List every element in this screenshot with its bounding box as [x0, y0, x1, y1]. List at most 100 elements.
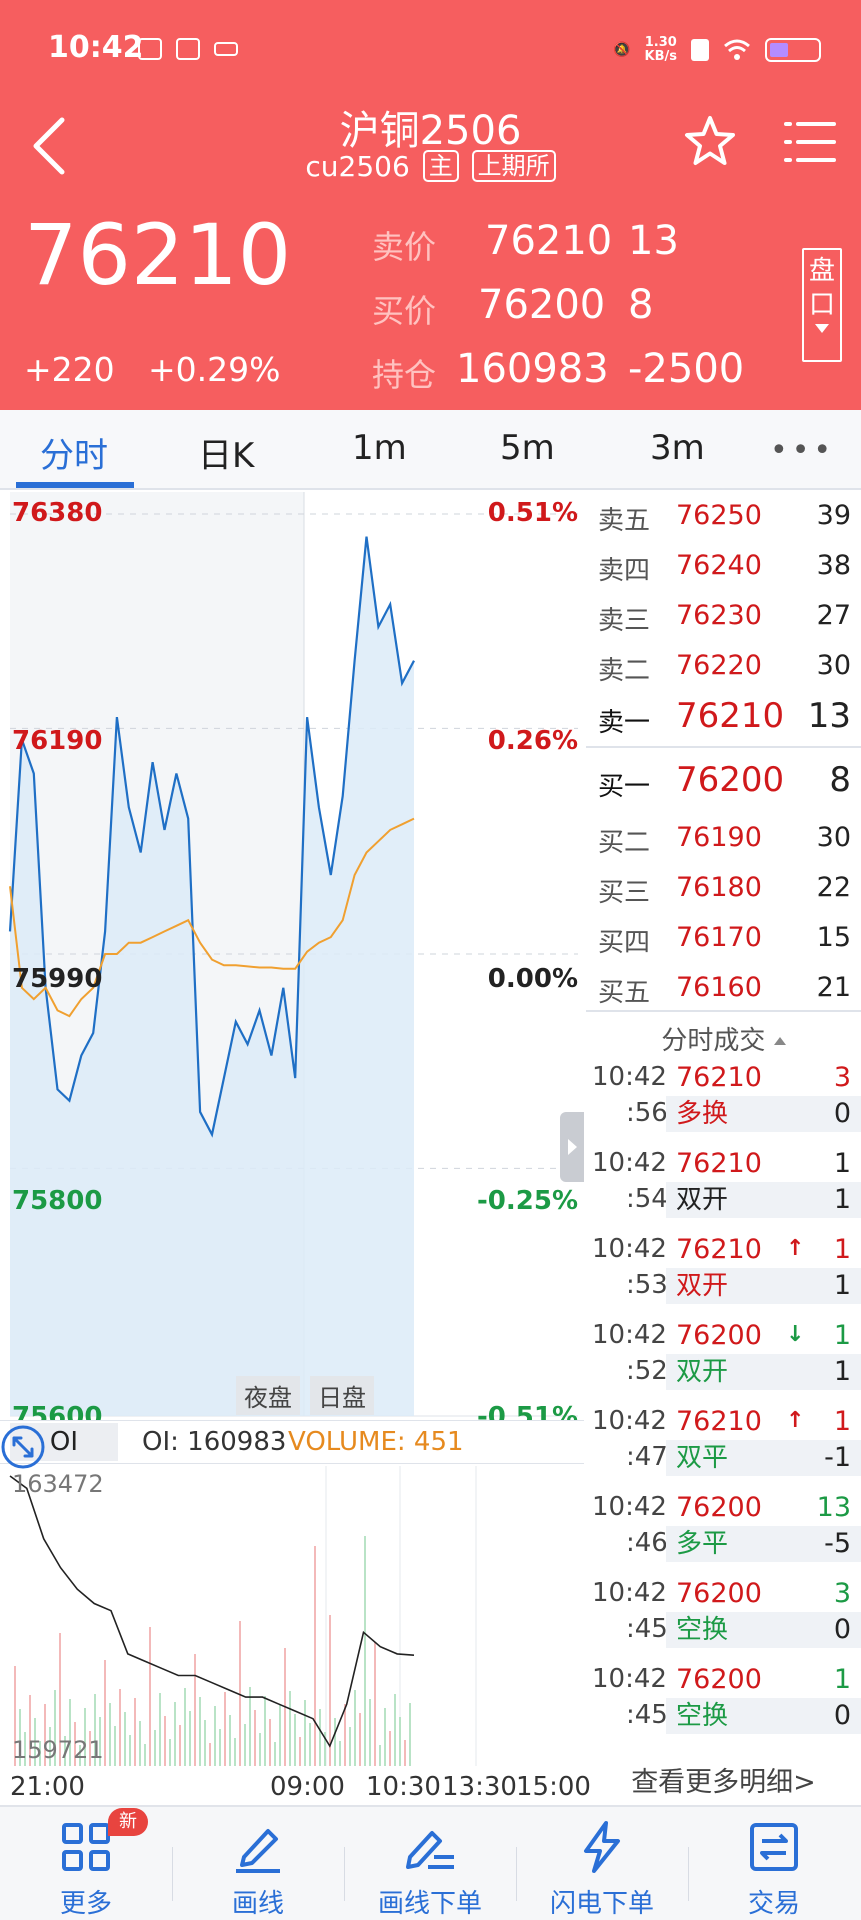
nav-draw-line[interactable]: 画线 [172, 1807, 344, 1920]
status-bar: 10:42 🔕 1.30 KB/s [0, 0, 861, 100]
favorite-star-icon[interactable] [680, 112, 740, 172]
bid-level-1[interactable]: 买一 76200 8 [598, 760, 851, 802]
tab-3m[interactable]: 3m [650, 428, 705, 468]
expand-side-panel-handle[interactable] [560, 1112, 584, 1182]
volume-bar [339, 1741, 341, 1766]
y-label-high: 76380 [12, 498, 103, 528]
x-label-close: 15:00 [516, 1772, 591, 1802]
volume-bar [259, 1733, 261, 1766]
pankou-button[interactable]: 盘口 [802, 248, 842, 362]
tab-daily-k[interactable]: 日K [198, 436, 255, 476]
more-tabs-icon[interactable]: ••• [770, 433, 836, 468]
volume-bar [24, 1732, 26, 1766]
volume-bar [39, 1741, 41, 1766]
intraday-chart[interactable]: 76380 76190 75990 75800 75600 0.51% 0.26… [0, 490, 591, 1802]
open-interest-change: -2500 [628, 346, 745, 392]
volume-bar [334, 1718, 336, 1766]
volume-bar [384, 1708, 386, 1766]
trade-row: 10:42:52 76200 ↓ 1 双开 1 [586, 1320, 861, 1404]
bid-level-2[interactable]: 买二 76190 30 [598, 822, 851, 858]
volume-bar [254, 1710, 256, 1766]
volume-bar [124, 1712, 126, 1766]
caret-up-icon [773, 1037, 786, 1045]
trade-row: 10:42:53 76210 ↑ 1 双开 1 [586, 1234, 861, 1318]
volume-bar [239, 1621, 241, 1766]
y-label-lower: 75800 [12, 1186, 103, 1216]
open-interest-value: 160983 [456, 346, 609, 392]
volume-bar [379, 1745, 381, 1766]
volume-bar [49, 1727, 51, 1766]
volume-bar [84, 1708, 86, 1766]
volume-bar [369, 1699, 371, 1766]
view-more-trades-link[interactable]: 查看更多明细> [631, 1767, 816, 1798]
caret-down-icon [815, 324, 829, 333]
volume-bar [249, 1687, 251, 1766]
volume-bar [169, 1739, 171, 1766]
x-label-1330: 13:30 [442, 1772, 517, 1802]
volume-bar [389, 1731, 391, 1766]
trades-title[interactable]: 分时成交 [586, 1020, 861, 1057]
nav-more[interactable]: 更多 [0, 1807, 172, 1920]
ask-level-1[interactable]: 卖一 76210 13 [598, 696, 851, 738]
volume-bar [179, 1725, 181, 1766]
back-arrow-icon[interactable] [22, 110, 82, 180]
price-line [8, 536, 415, 1138]
volume-bar [224, 1692, 226, 1766]
bid-level-4[interactable]: 买四 76170 15 [598, 922, 851, 958]
volume-bar [129, 1735, 131, 1766]
ask-level-3[interactable]: 卖三 76230 27 [598, 600, 851, 636]
volume-bar [199, 1697, 201, 1766]
exchange-icon [750, 1823, 798, 1871]
indicator-bar: OI OI: 160983 VOLUME: 451 [0, 1420, 584, 1464]
volume-bar [19, 1709, 21, 1766]
pct-label-high: 0.51% [487, 498, 578, 528]
ask-label: 卖价 [372, 228, 437, 266]
volume-bar [409, 1703, 411, 1766]
tab-1m[interactable]: 1m [352, 428, 407, 468]
volume-bar [299, 1737, 301, 1766]
ask-level-4[interactable]: 卖四 76240 38 [598, 550, 851, 586]
contract-code: cu2506 [305, 150, 410, 183]
volume-bar [269, 1719, 271, 1766]
volume-bar [54, 1690, 56, 1766]
fullscreen-expand-icon[interactable] [0, 1424, 46, 1470]
volume-bar [219, 1729, 221, 1766]
volume-bar [399, 1717, 401, 1766]
oi-readout: OI: 160983 [142, 1427, 287, 1457]
ask-level-2[interactable]: 卖二 76220 30 [598, 650, 851, 686]
volume-bar [349, 1727, 351, 1766]
volume-bar [69, 1699, 71, 1766]
volume-bar [189, 1711, 191, 1766]
up-arrow-icon: ↑ [786, 1408, 805, 1433]
bid-level-5[interactable]: 买五 76160 21 [598, 972, 851, 1008]
sim-icon [691, 39, 709, 61]
battery-icon [765, 38, 821, 62]
volume-bar [304, 1700, 306, 1766]
volume-bar [139, 1721, 141, 1766]
volume-bar [324, 1732, 326, 1766]
nav-divider [344, 1847, 345, 1901]
nav-trade[interactable]: 交易 [688, 1807, 860, 1920]
book-bottom-divider [586, 1010, 861, 1012]
bid-label: 买价 [372, 292, 437, 330]
bid-level-3[interactable]: 买三 76180 22 [598, 872, 851, 908]
nav-divider [172, 1847, 173, 1901]
volume-bar [374, 1642, 376, 1766]
volume-bar [244, 1724, 246, 1766]
book-divider [586, 746, 861, 748]
volume-bar [89, 1731, 91, 1766]
volume-bar [354, 1690, 356, 1766]
nav-draw-order[interactable]: 画线下单 [344, 1807, 516, 1920]
volume-bar [29, 1695, 31, 1766]
tab-intraday[interactable]: 分时 [40, 436, 108, 476]
nav-flash-order[interactable]: 闪电下单 [516, 1807, 688, 1920]
menu-list-icon[interactable] [784, 118, 836, 166]
volume-bar [154, 1730, 156, 1766]
ask-price: 76210 [485, 218, 613, 264]
ask-level-5[interactable]: 卖五 76250 39 [598, 500, 851, 536]
volume-bar [394, 1694, 396, 1766]
app-notification-icon [138, 38, 162, 60]
pct-label-lower: -0.25% [477, 1186, 578, 1216]
tab-5m[interactable]: 5m [500, 428, 555, 468]
volume-bar [289, 1691, 291, 1766]
